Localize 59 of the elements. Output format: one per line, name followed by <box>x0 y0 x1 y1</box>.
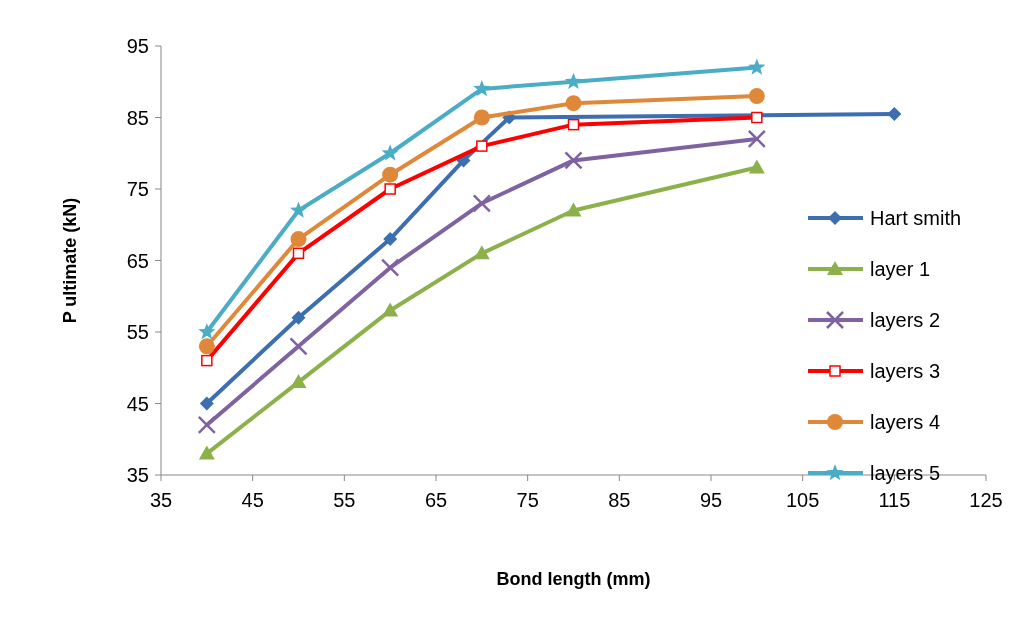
y-tick-label: 65 <box>126 249 149 272</box>
point <box>887 106 902 121</box>
point <box>384 183 396 195</box>
point <box>201 354 213 367</box>
y-axis-title: P ultimate (kN) <box>60 197 80 324</box>
x-tick-label: 125 <box>969 489 1003 511</box>
point <box>565 202 582 217</box>
point <box>198 323 216 340</box>
point <box>381 144 399 161</box>
point <box>197 415 217 435</box>
x-axis-title: Bond length (mm) <box>496 569 651 589</box>
point <box>748 159 765 174</box>
y-tick-label: 45 <box>126 392 149 415</box>
legend-label: layers 3 <box>870 360 941 382</box>
point <box>289 201 308 218</box>
x-tick-label: 75 <box>516 489 539 511</box>
y-tick-label: 95 <box>126 35 149 57</box>
point <box>564 72 583 90</box>
y-tick-label: 35 <box>126 464 149 486</box>
point <box>748 88 765 105</box>
point <box>199 396 214 411</box>
point <box>473 109 490 126</box>
x-tick-label: 55 <box>333 489 356 511</box>
point <box>564 151 583 170</box>
point <box>382 302 399 317</box>
x-tick-label: 35 <box>149 489 173 511</box>
legend-label: layers 5 <box>870 462 941 484</box>
x-tick-label: 45 <box>241 489 264 511</box>
point <box>380 258 400 277</box>
y-tick-label: 55 <box>126 321 149 343</box>
y-tick-label: 85 <box>126 106 149 129</box>
point <box>198 338 215 355</box>
point <box>382 166 399 183</box>
x-tick-label: 105 <box>785 489 820 511</box>
x-tick-label: 85 <box>608 489 631 511</box>
point <box>747 129 767 149</box>
point <box>751 111 763 124</box>
point <box>290 374 307 389</box>
point <box>290 231 307 248</box>
point <box>383 232 398 247</box>
point <box>565 95 582 112</box>
legend-label: layers 4 <box>870 411 941 433</box>
point <box>472 194 492 213</box>
point <box>292 247 305 260</box>
point <box>198 445 215 460</box>
legend-label: layers 2 <box>870 309 941 331</box>
x-tick-label: 115 <box>878 489 911 511</box>
legend-label: Hart smith <box>870 207 962 229</box>
point <box>748 58 766 75</box>
point <box>473 79 491 97</box>
x-tick-label: 65 <box>424 489 448 511</box>
point <box>473 245 490 260</box>
point <box>567 118 580 131</box>
y-tick-label: 75 <box>126 178 149 200</box>
point <box>289 337 308 356</box>
point <box>476 140 488 152</box>
legend-label: layer 1 <box>870 258 931 280</box>
x-tick-label: 95 <box>699 489 723 511</box>
point <box>291 310 306 325</box>
